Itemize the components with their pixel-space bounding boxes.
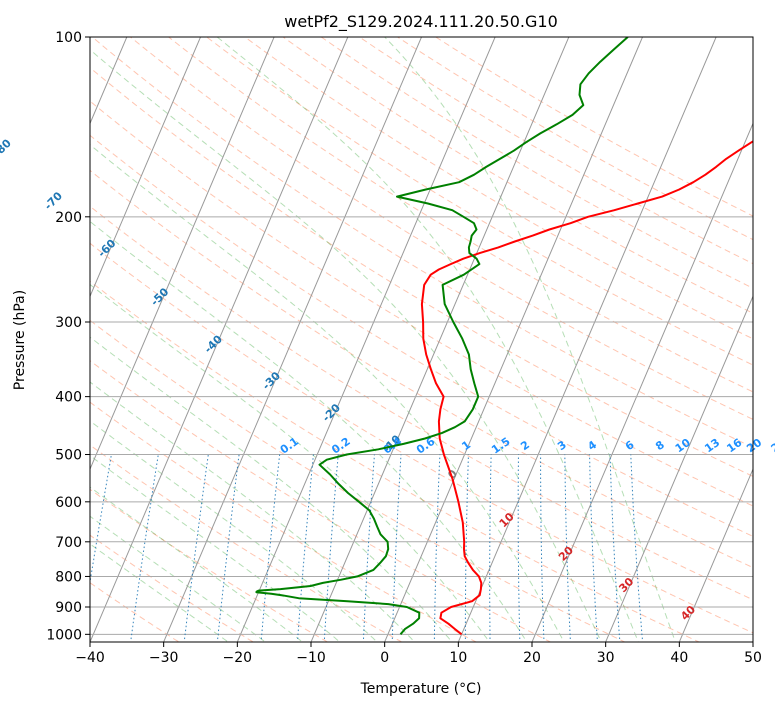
dry-adiabat	[90, 134, 753, 537]
y-tick-label: 500	[55, 448, 82, 464]
moist-adiabat	[216, 37, 639, 642]
isotherm	[531, 122, 753, 642]
moist-adiabat	[90, 381, 416, 642]
mixing-ratio-line	[540, 454, 545, 642]
isotherm	[90, 37, 202, 298]
chart-title: wetPf2_S129.2024.111.20.50.G10	[284, 12, 558, 32]
dry-adiabat	[90, 169, 753, 569]
x-tick-label: −10	[296, 650, 326, 666]
y-tick-label: 300	[55, 315, 82, 331]
x-tick-label: 20	[523, 650, 541, 666]
moist-adiabat	[90, 336, 453, 642]
x-axis-title: Temperature (°C)	[360, 681, 482, 697]
dry-adiabat	[282, 37, 753, 314]
dry-adiabat	[90, 401, 478, 642]
x-tick-label: −40	[75, 650, 105, 666]
moist-adiabat	[90, 455, 341, 642]
x-tick-label: 0	[380, 650, 389, 666]
isotherm	[236, 37, 496, 642]
moist-adiabat	[384, 37, 676, 642]
dry-adiabat	[167, 37, 753, 393]
dry-adiabat	[90, 444, 403, 642]
dry-adiabat	[90, 534, 255, 642]
dry-adiabat	[90, 280, 701, 642]
x-tick-label: 30	[597, 650, 615, 666]
y-axis-title: Pressure (hPa)	[12, 290, 28, 390]
y-tick-label: 800	[55, 569, 82, 585]
y-tick-label: 900	[55, 600, 82, 616]
mixing-ratio-line	[362, 454, 375, 642]
x-tick-label: −30	[149, 650, 179, 666]
mixing-ratio-line	[517, 454, 521, 642]
sounding-profiles	[255, 37, 753, 636]
y-tick-label: 700	[55, 535, 82, 551]
mixing-ratio-line	[630, 454, 644, 642]
dry-adiabat	[244, 37, 753, 340]
isotherm	[90, 37, 275, 471]
moist-adiabat	[90, 515, 267, 642]
plot-background	[90, 37, 753, 642]
isotherm	[0, 24, 59, 647]
y-tick-label: 100	[55, 30, 82, 46]
isotherm	[310, 37, 570, 642]
moist-adiabat	[90, 543, 230, 642]
y-tick-label: 600	[55, 495, 82, 511]
dry-adiabat	[90, 100, 753, 507]
moist-adiabat	[90, 49, 602, 642]
dry-adiabat	[90, 319, 626, 642]
isotherm	[384, 37, 644, 642]
moist-adiabat	[90, 420, 378, 642]
moist-adiabat	[90, 220, 528, 642]
mixing-ratio-line	[609, 454, 621, 642]
mixing-ratio-label: 25	[769, 436, 775, 455]
isotherm	[90, 37, 349, 642]
y-tick-label: 400	[55, 390, 82, 406]
isotherm	[457, 37, 717, 642]
y-tick-label: 200	[55, 210, 82, 226]
mixing-ratio-line	[564, 454, 571, 642]
dry-adiabat	[129, 37, 753, 420]
isotherm-label: -80	[0, 136, 14, 159]
isotherm	[605, 295, 753, 642]
isotherm	[678, 467, 753, 642]
mixing-ratio-line	[260, 454, 281, 642]
x-tick-label: 50	[744, 650, 762, 666]
x-axis: −40 −30 −20 −10 0 10 20 30 40 50	[75, 642, 762, 666]
mixing-ratio-line	[433, 454, 441, 642]
moist-adiabat	[90, 144, 565, 642]
mixing-ratio-line	[489, 454, 492, 642]
mixing-ratio-line	[391, 454, 402, 642]
dry-adiabat	[90, 205, 753, 601]
mixing-ratio-line	[464, 454, 469, 642]
isotherm	[163, 37, 423, 642]
x-tick-label: 40	[670, 650, 688, 666]
dewpoint-profile	[255, 37, 629, 635]
isotherm	[752, 640, 753, 642]
mixing-ratio-line	[589, 454, 598, 642]
dry-adiabat	[90, 360, 552, 642]
mixing-ratio-line	[323, 454, 339, 642]
y-tick-label: 1000	[46, 627, 82, 643]
plot-frame	[89, 36, 754, 643]
temperature-profile	[420, 140, 753, 636]
x-tick-label: −20	[223, 650, 253, 666]
x-tick-label: 10	[449, 650, 467, 666]
mixing-ratio-line	[296, 454, 314, 642]
y-axis: 100 200 300 400 500 600 700 800 900 1000	[46, 30, 90, 643]
